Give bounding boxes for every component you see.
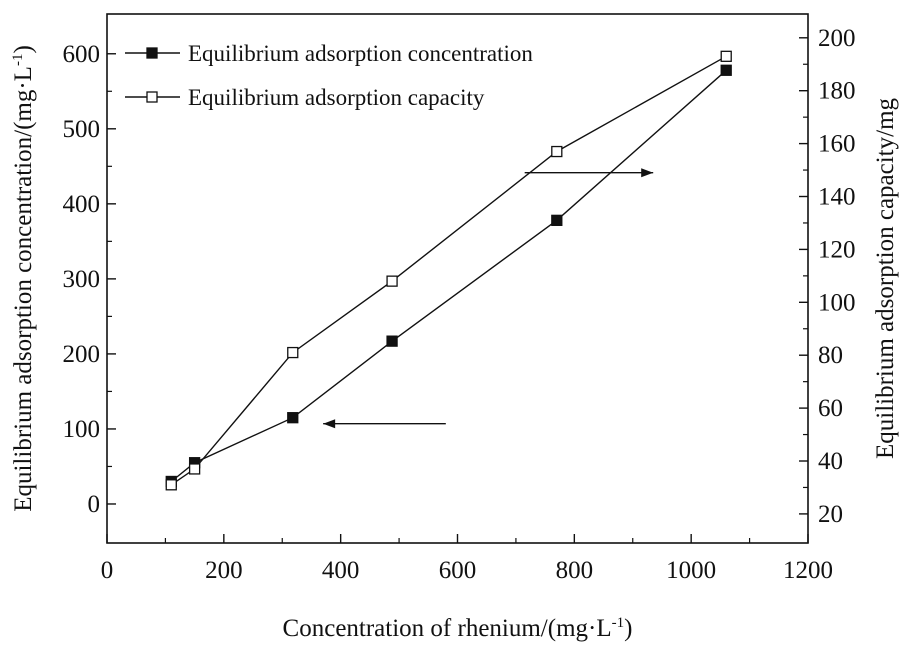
y-right-tick-label: 160 xyxy=(818,131,856,158)
open-square-marker xyxy=(386,275,398,287)
axis-titles: Concentration of rhenium/(mg·L-1) Equilib… xyxy=(10,45,899,642)
y-right-tick-label: 140 xyxy=(818,184,856,211)
legend-open-square-marker xyxy=(146,91,158,103)
filled-square-marker xyxy=(551,214,563,226)
arrow-left-head xyxy=(323,419,336,429)
y-right-tick-label: 60 xyxy=(818,395,843,422)
x-tick-label: 0 xyxy=(101,557,114,584)
x-tick-label: 600 xyxy=(439,557,477,584)
x-tick-label: 800 xyxy=(556,557,594,584)
series-points xyxy=(165,50,732,491)
x-tick-label: 200 xyxy=(205,557,243,584)
y-left-tick-label: 300 xyxy=(63,266,101,293)
y-left-tick-label: 600 xyxy=(63,41,101,68)
y-left-tick-label: 400 xyxy=(63,191,101,218)
open-square-marker xyxy=(551,145,563,158)
legend-label-2: Equilibrium adsorption capacity xyxy=(188,85,485,110)
y-left-tick-label: 200 xyxy=(63,341,101,368)
open-square-marker xyxy=(165,479,177,491)
y-right-tick-label: 200 xyxy=(818,25,856,52)
x-tick-label: 400 xyxy=(322,557,360,584)
y-right-tick-label: 180 xyxy=(818,78,856,105)
open-square-marker xyxy=(188,463,201,475)
annotations xyxy=(323,168,654,429)
y-right-tick-label: 120 xyxy=(818,236,856,263)
x-tick-label: 1000 xyxy=(666,557,716,584)
open-square-marker xyxy=(720,50,732,62)
y-right-axis-title: Equilibrium adsorption capacity/mg xyxy=(872,97,899,459)
filled-square-marker xyxy=(720,64,732,76)
filled-square-marker xyxy=(287,412,299,424)
y-right-tick-label: 100 xyxy=(818,289,856,316)
legend-filled-square-marker xyxy=(146,47,158,59)
arrow-right-head xyxy=(641,168,654,178)
y-right-tick-label: 20 xyxy=(818,501,843,528)
filled-square-marker xyxy=(386,335,398,347)
y-left-axis-title: Equilibrium adsorption concentration/(mg… xyxy=(10,45,37,512)
y-left-tick-label: 500 xyxy=(63,116,101,143)
y-right-tick-label: 40 xyxy=(818,448,843,475)
x-axis-title: Concentration of rhenium/(mg·L-1) xyxy=(283,615,633,642)
legend: Equilibrium adsorption concentration Equi… xyxy=(125,41,533,110)
series-line-1 xyxy=(170,69,727,483)
open-square-marker xyxy=(287,346,299,359)
y-right-tick-label: 80 xyxy=(818,342,843,369)
y-left-tick-label: 0 xyxy=(88,491,101,518)
legend-label-1: Equilibrium adsorption concentration xyxy=(188,41,533,66)
series-line-2 xyxy=(170,55,727,486)
ticks: 0 200 400 600 800 1000 1200 0 100 200 300 400 500 600… xyxy=(63,25,856,584)
y-left-tick-label: 100 xyxy=(63,416,101,443)
x-tick-label: 1200 xyxy=(783,557,833,584)
series-lines xyxy=(170,55,727,486)
